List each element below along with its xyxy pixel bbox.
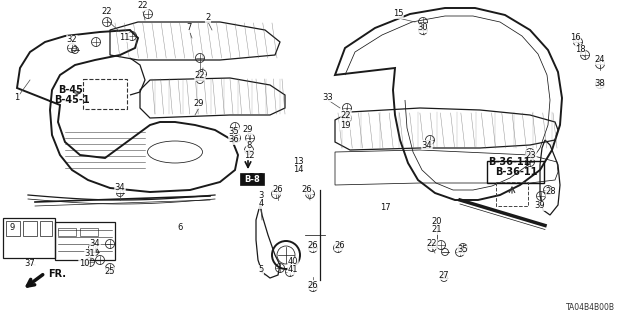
Text: 20: 20: [432, 218, 442, 226]
Text: 22: 22: [102, 8, 112, 17]
Text: 17: 17: [380, 204, 390, 212]
Text: 11: 11: [119, 33, 129, 41]
Text: 39: 39: [534, 202, 545, 211]
Text: 23: 23: [525, 151, 536, 160]
Text: 1: 1: [14, 93, 20, 102]
Text: 9: 9: [10, 224, 15, 233]
Text: 26: 26: [301, 186, 312, 195]
Text: B-36-11: B-36-11: [488, 157, 531, 167]
Text: 16: 16: [570, 33, 580, 42]
Text: 28: 28: [546, 188, 556, 197]
Text: 29: 29: [243, 125, 253, 135]
Text: 36: 36: [228, 136, 239, 145]
Text: TA04B4B00B: TA04B4B00B: [566, 303, 614, 312]
Text: 30: 30: [418, 24, 428, 33]
Text: 5: 5: [259, 265, 264, 275]
Text: 18: 18: [575, 46, 586, 55]
Text: B-8: B-8: [244, 174, 260, 183]
Text: 41: 41: [288, 265, 298, 275]
Text: 34: 34: [422, 140, 432, 150]
Text: 24: 24: [595, 56, 605, 64]
Text: 34: 34: [90, 240, 100, 249]
Text: 22: 22: [195, 71, 205, 80]
Text: 21: 21: [432, 226, 442, 234]
Text: 35: 35: [228, 128, 239, 137]
Text: 5: 5: [289, 263, 294, 272]
Text: 12: 12: [244, 151, 254, 160]
Text: 32: 32: [67, 35, 77, 44]
Text: 4: 4: [259, 199, 264, 209]
Text: 35: 35: [458, 246, 468, 255]
Text: 26: 26: [335, 241, 346, 250]
Text: 19: 19: [340, 121, 350, 130]
Text: 26: 26: [308, 280, 318, 290]
Text: 6: 6: [177, 224, 182, 233]
Text: 3: 3: [259, 191, 264, 201]
Text: B-45: B-45: [58, 85, 83, 95]
Text: 26: 26: [308, 241, 318, 250]
Text: 34: 34: [115, 183, 125, 192]
Text: 38: 38: [595, 79, 605, 88]
Text: 29: 29: [194, 100, 204, 108]
Text: B-36-11: B-36-11: [495, 167, 537, 177]
Text: 26: 26: [273, 186, 284, 195]
Text: FR.: FR.: [48, 269, 66, 279]
Text: 25: 25: [105, 268, 115, 277]
Text: 22: 22: [340, 110, 351, 120]
Text: B-45-1: B-45-1: [54, 95, 90, 105]
Text: 10: 10: [79, 258, 89, 268]
Text: 22: 22: [138, 2, 148, 11]
Text: 33: 33: [323, 93, 333, 101]
Text: 22: 22: [427, 240, 437, 249]
Text: 2: 2: [205, 13, 211, 23]
Text: 40: 40: [288, 257, 298, 266]
Text: 15: 15: [393, 10, 403, 19]
Text: 13: 13: [292, 158, 303, 167]
Text: 31: 31: [84, 249, 95, 257]
Text: 8: 8: [246, 140, 252, 150]
Text: 37: 37: [24, 259, 35, 269]
FancyBboxPatch shape: [240, 173, 264, 185]
Text: 27: 27: [438, 271, 449, 279]
Text: 7: 7: [186, 24, 192, 33]
Text: B-8: B-8: [248, 174, 264, 182]
Text: 14: 14: [292, 166, 303, 174]
